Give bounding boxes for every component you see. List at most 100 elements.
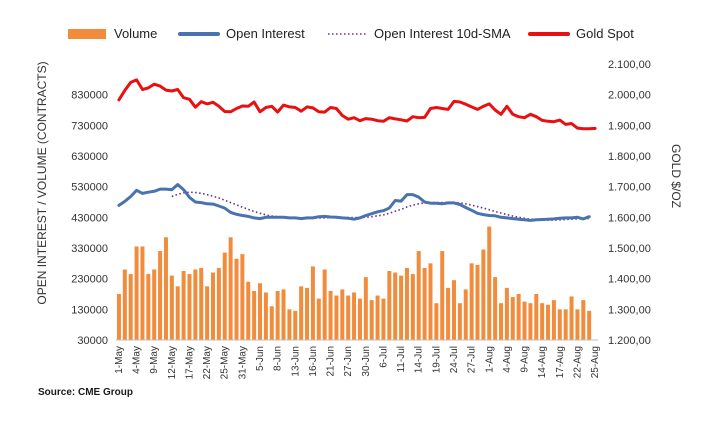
x-tick-label: 5-Jun xyxy=(255,346,266,371)
volume-bar xyxy=(116,294,121,340)
volume-bar xyxy=(534,294,539,340)
volume-bar xyxy=(451,280,456,340)
volume-bar xyxy=(234,258,239,340)
volume-bar xyxy=(175,286,180,340)
volume-bar xyxy=(205,286,210,340)
x-tick-label: 11-Jul xyxy=(396,346,407,373)
axes: 830000 730000 630000 530000 430000 330000 2300… xyxy=(35,59,683,379)
y-right-tick-label: 1.900,00 xyxy=(608,120,651,132)
volume-bar xyxy=(281,289,286,340)
volume-bar xyxy=(516,294,521,340)
x-tick-label: 21-Jun xyxy=(326,346,337,377)
legend-label: Gold Spot xyxy=(576,26,634,41)
x-tick-label: 17-Aug xyxy=(555,346,566,378)
volume-bar xyxy=(193,269,198,340)
volume-bar xyxy=(557,309,562,340)
volume-bar xyxy=(340,289,345,340)
volume-bar xyxy=(387,271,392,340)
volume-bar xyxy=(581,300,586,340)
y-left-tick-label: 230000 xyxy=(71,274,108,286)
volume-bar xyxy=(158,251,163,340)
volume-bar xyxy=(363,277,368,340)
volume-bar xyxy=(328,290,333,340)
y-left-tick-label: 730000 xyxy=(71,120,108,132)
volume-bar xyxy=(287,309,292,340)
x-tick-label: 4-Aug xyxy=(502,346,513,373)
volume-bar xyxy=(305,287,310,340)
x-tick-label: 6-Jul xyxy=(379,346,390,368)
volume-bar xyxy=(334,295,339,340)
volume-bar xyxy=(146,274,151,340)
x-tick-label: 9-May xyxy=(149,346,160,374)
volume-bar xyxy=(540,303,545,340)
volume-bar xyxy=(163,237,168,340)
volume-bar xyxy=(487,226,492,340)
volume-bar xyxy=(428,263,433,340)
volume-bar xyxy=(169,275,174,340)
x-tick-label: 22-Aug xyxy=(572,346,583,378)
volume-bar xyxy=(475,264,480,340)
volume-bar xyxy=(422,267,427,340)
volume-bar xyxy=(352,292,357,340)
volume-bar xyxy=(181,271,186,340)
y-left-tick-label: 830000 xyxy=(71,90,108,102)
y-right-tick-label: 2.100,00 xyxy=(608,59,651,71)
volume-bar xyxy=(199,267,204,340)
y-right-tick-label: 1.400,00 xyxy=(608,274,651,286)
gold-spot-line xyxy=(117,78,597,131)
legend-label: Open Interest 10d-SMA xyxy=(374,26,511,41)
y-left-tick-label: 430000 xyxy=(71,212,108,224)
volume-bar xyxy=(246,281,251,340)
volume-bar xyxy=(310,266,315,340)
volume-bar xyxy=(522,301,527,340)
volume-bar xyxy=(269,306,274,340)
x-tick-label: 17-May xyxy=(185,346,196,379)
volume-bar xyxy=(404,267,409,340)
volume-bar xyxy=(216,267,221,340)
volume-bar xyxy=(440,251,445,340)
volume-bars xyxy=(116,226,592,340)
volume-bar xyxy=(575,309,580,340)
x-tick-label: 14-Jul xyxy=(414,346,425,373)
legend-label: Volume xyxy=(114,26,157,41)
volume-bar xyxy=(587,310,592,340)
source-label: Source: CME Group xyxy=(38,387,133,398)
volume-bar xyxy=(187,274,192,340)
volume-bar xyxy=(316,298,321,340)
y-left-tick-label: 130000 xyxy=(71,304,108,316)
volume-bar xyxy=(128,274,133,340)
x-tick-label: 22-May xyxy=(202,346,213,379)
volume-bar xyxy=(152,269,157,340)
y-right-tick-label: 1.800,00 xyxy=(608,151,651,163)
volume-bar xyxy=(322,269,327,340)
volume-bar xyxy=(293,310,298,340)
y-right-tick-label: 2.000,00 xyxy=(608,90,651,102)
volume-bar xyxy=(569,296,574,340)
volume-bar xyxy=(346,295,351,340)
x-tick-label: 27-Jul xyxy=(467,346,478,373)
y-left-tick-label: 30000 xyxy=(77,335,108,347)
volume-bar xyxy=(381,298,386,340)
legend: Volume Open Interest Open Interest 10d-SMA… xyxy=(68,26,634,41)
volume-bar xyxy=(210,272,215,340)
volume-bar xyxy=(469,263,474,340)
x-tick-label: 1-May xyxy=(114,346,125,374)
volume-bar xyxy=(446,287,451,340)
x-tick-label: 25-Aug xyxy=(590,346,601,378)
volume-bar xyxy=(399,275,404,340)
volume-bar xyxy=(258,283,263,340)
x-tick-label: 19-Jul xyxy=(431,346,442,373)
x-tick-label: 27-Jun xyxy=(343,346,354,377)
x-tick-label: 24-Jul xyxy=(449,346,460,373)
volume-bar xyxy=(140,246,145,340)
legend-label: Open Interest xyxy=(226,26,305,41)
volume-bar xyxy=(510,297,515,340)
volume-bar xyxy=(499,303,504,340)
volume-bar xyxy=(375,295,380,340)
volume-bar xyxy=(252,290,257,340)
y-left-tick-label: 530000 xyxy=(71,182,108,194)
volume-bar xyxy=(263,292,268,340)
volume-bar xyxy=(369,300,374,340)
x-tick-label: 31-May xyxy=(237,346,248,379)
